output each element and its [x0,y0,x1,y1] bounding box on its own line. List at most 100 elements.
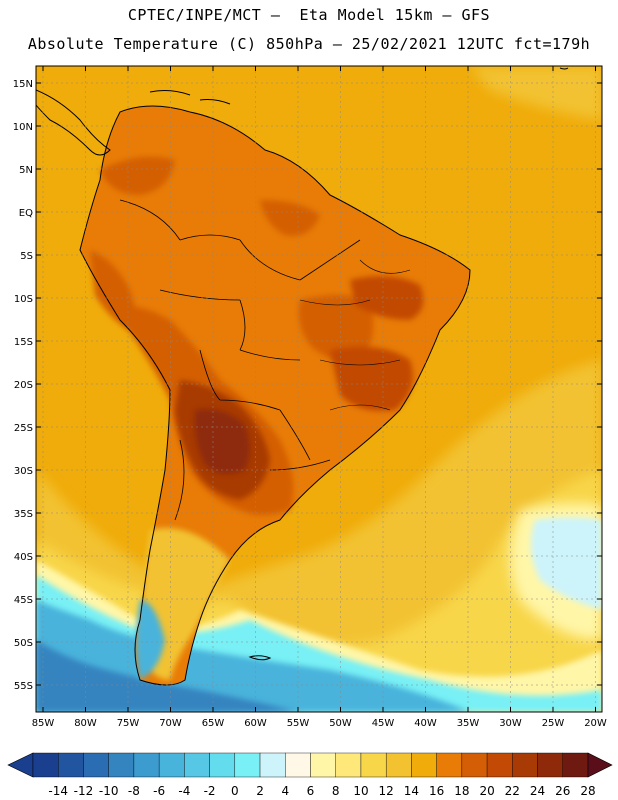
lat-label: 15N [13,79,33,90]
colorbar-swatch [335,752,362,778]
lat-label: 40S [14,552,33,563]
falklands [248,655,272,661]
map-field [36,66,602,712]
lon-label: 25W [542,718,565,729]
colorbar-tick-label: -8 [128,784,140,798]
colorbar-tick-label: -2 [204,784,216,798]
colorbar-swatch [184,752,210,778]
colorbar-tick-label: -4 [178,784,190,798]
lon-label: 40W [414,718,437,729]
colorbar [7,752,613,778]
caribbean-ne-islands [559,67,569,70]
colorbar-swatch [461,752,488,778]
lon-label: 60W [244,718,267,729]
lat-label: 10S [14,294,33,305]
colorbar-swatch [512,752,538,778]
lon-label: 55W [287,718,310,729]
south-america-coastline [79,105,471,686]
colorbar-swatch [209,752,236,778]
latitude-labels: 15N 10N 5N EQ 5S 10S 15S 20S 25S 30S 35S 40S 45S 50S 5… [13,79,33,692]
lat-label: 30S [14,466,33,477]
colorbar-labels: -14 -12 -10 -8 -6 -4 -2 0 2 4 6 8 10 12 14 16 18 20 22 24 26… [48,784,595,798]
lat-label: 20S [14,380,33,391]
colorbar-swatch [360,752,387,778]
colorbar-tick-label: 10 [353,784,368,798]
colorbar-arrow-low [7,752,34,778]
lat-label: 5S [20,251,33,262]
colorbar-swatch [158,752,185,778]
lon-label: 45W [372,718,395,729]
lon-label: 70W [159,718,182,729]
colorbar-swatch [486,752,513,778]
land-hot-3 [194,409,250,474]
lat-label: 35S [14,509,33,520]
central-america-coastline [36,89,111,156]
colorbar-tick-label: -6 [153,784,165,798]
lon-label: 35W [457,718,480,729]
colorbar-swatch [411,752,437,778]
lon-label: 75W [117,718,140,729]
lon-label: 85W [32,718,55,729]
colorbar-tick-label: -10 [99,784,119,798]
colorbar-tick-label: 18 [454,784,469,798]
chart-title-line2: Absolute Temperature (C) 850hPa – 25/02/… [27,35,591,53]
colorbar-swatch [58,752,84,778]
lat-label: 5N [19,165,33,176]
lat-label: 25S [14,423,33,434]
colorbar-swatch [133,752,160,778]
chart-title-line1: CPTEC/INPE/MCT – Eta Model 15km – GFS [127,6,491,24]
land-guiana [260,200,320,236]
graticule [36,66,602,712]
colorbar-tick-label: 8 [332,784,340,798]
colorbar-tick-label: 16 [429,784,444,798]
colorbar-swatch [436,752,463,778]
colorbar-swatch [259,752,286,778]
lon-label: 50W [329,718,352,729]
state-borders [299,259,411,411]
colorbar-tick-label: 14 [404,784,419,798]
lon-label: 20W [584,718,607,729]
field-ne-band [470,66,602,120]
land-andes-north [90,250,135,330]
colorbar-tick-label: 12 [379,784,394,798]
colorbar-tick-label: 6 [307,784,315,798]
colorbar-swatch [310,752,336,778]
colorbar-tick-label: 2 [256,784,264,798]
lat-label: 45S [14,595,33,606]
lon-label: 30W [499,718,522,729]
axis-ticks [36,66,602,712]
country-borders [119,199,361,521]
colorbar-swatch [385,752,412,778]
land-hot-5 [330,346,413,411]
colorbar-swatch [285,752,311,778]
colorbar-tick-label: 24 [530,784,545,798]
map-frame [35,65,603,713]
colorbar-tick-label: -14 [48,784,68,798]
colorbar-swatch [108,752,135,778]
colorbar-tick-label: -12 [74,784,94,798]
colorbar-tick-label: 20 [479,784,494,798]
colorbar-swatch [234,752,261,778]
colorbar-swatch [537,752,563,778]
lon-label: 65W [202,718,225,729]
colorbar-tick-label: 0 [231,784,239,798]
land-hot-4 [298,295,374,361]
colorbar-tick-label: 22 [505,784,520,798]
colorbar-tick-label: 28 [580,784,595,798]
colorbar-arrow-high [587,752,613,778]
field-south-deep [36,640,300,712]
land-fuego-cool [136,600,165,680]
colorbar-swatch [32,752,59,778]
colorbar-swatch [562,752,589,778]
land-north-hot [100,156,175,195]
lat-label: EQ [19,208,33,219]
longitude-labels: 85W 80W 75W 70W 65W 60W 55W 50W 45W 40W 35W 30W 25W 2… [32,718,607,729]
lat-label: 55S [14,681,33,692]
caribbean-islands [149,90,231,105]
lat-label: 10N [13,122,33,133]
colorbar-tick-label: 26 [555,784,570,798]
lat-label: 15S [14,337,33,348]
field-cold-tongue-2 [531,517,602,610]
lon-label: 80W [74,718,97,729]
